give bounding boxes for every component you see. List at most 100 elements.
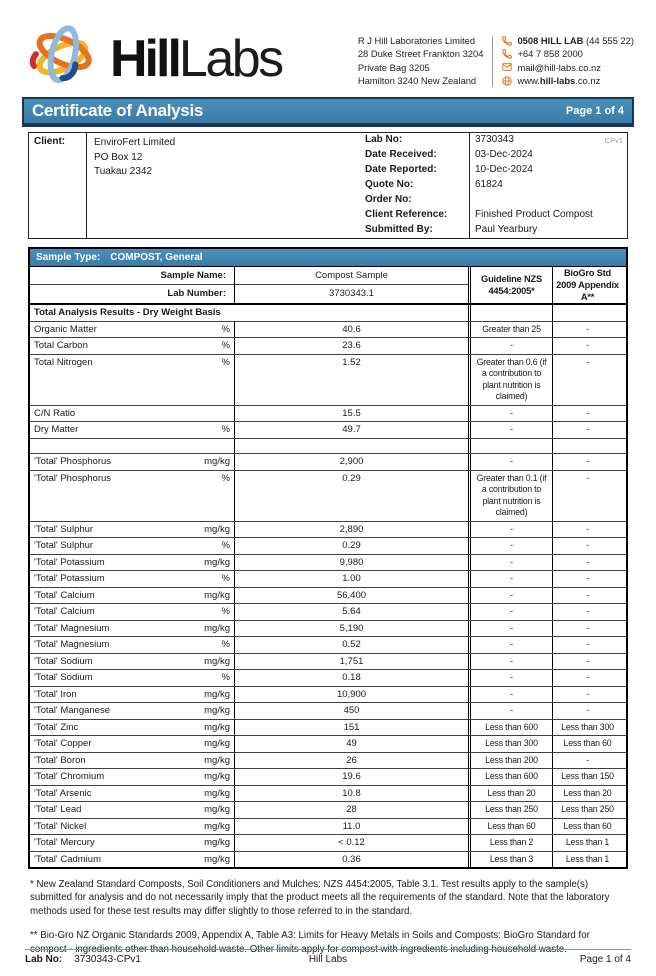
- result-value-cell: 0.18: [342, 672, 361, 683]
- analyte-name: 'Total' Lead: [34, 804, 82, 815]
- field-value: 10-Dec-2024: [469, 163, 627, 178]
- analyte-unit: %: [221, 573, 230, 584]
- result-value-cell: 49.7: [342, 424, 361, 435]
- version-tag: CPv1: [604, 136, 623, 145]
- analyte-unit: %: [221, 639, 230, 650]
- field-value: 03-Dec-2024: [469, 148, 627, 163]
- result-value-cell: 151: [343, 721, 360, 733]
- table-row: 'Total' Phosphorus % 0.29 Greater than 0…: [30, 470, 626, 522]
- contact-text: 0508 HILL LAB (44 555 22): [517, 35, 634, 46]
- client-address-line: PO Box 12: [94, 151, 143, 163]
- analyte-name: 'Total' Iron: [34, 688, 77, 700]
- analyte-name: 'Total' Arsenic: [34, 787, 92, 799]
- biogro-cell: Less than 60: [552, 818, 622, 834]
- guideline-cell: Greater than 0.6 (if a contribution to p…: [468, 354, 552, 405]
- client-label: Client:: [29, 133, 87, 238]
- table-row: [30, 438, 626, 454]
- analyte-unit: mg/kg: [204, 787, 230, 799]
- analyte-name: 'Total' Sodium: [34, 672, 93, 683]
- field-label: Date Received:: [365, 149, 437, 160]
- address-line: 28 Duke Street Frankton 3204: [357, 48, 484, 60]
- guideline-cell: -: [468, 620, 552, 636]
- table-row: 'Total' Lead mg/kg 28 Less than 250 Less…: [30, 802, 626, 819]
- footer-center: Hill Labs: [308, 954, 348, 965]
- analyte-cell: 'Total' Manganese mg/kg: [30, 703, 235, 719]
- analyte-name: Total Carbon: [34, 340, 88, 351]
- analyte-cell: 'Total' Cadmium mg/kg: [30, 851, 235, 867]
- table-row: 'Total' Magnesium % 0.52 - -: [30, 637, 626, 654]
- footnote-nzs: * New Zealand Standard Composts, Soil Co…: [30, 879, 610, 917]
- result-value-cell: 0.52: [342, 639, 361, 650]
- analyte-name: 'Total' Magnesium: [34, 639, 110, 650]
- guideline-cell: Greater than 25: [468, 321, 552, 337]
- table-row: 'Total' Iron mg/kg 10,900 - -: [30, 686, 626, 703]
- table-row: 'Total' Nickel mg/kg 11.0 Less than 60 L…: [30, 818, 626, 835]
- biogro-cell: -: [552, 470, 622, 521]
- analyte-name: 'Total' Magnesium: [34, 622, 110, 634]
- table-row: Total Nitrogen % 1.52 Greater than 0.6 (…: [30, 354, 626, 406]
- analyte-cell: 'Total' Boron mg/kg: [30, 752, 235, 768]
- analyte-unit: %: [221, 340, 230, 351]
- biogro-cell: -: [552, 521, 622, 537]
- sample-type-value: COMPOST, General: [110, 252, 203, 263]
- biogro-cell: -: [552, 752, 622, 768]
- analyte-cell: 'Total' Lead mg/kg: [30, 802, 235, 818]
- analyte-name: 'Total' Zinc: [34, 721, 79, 733]
- guideline-cell: Greater than 0.1 (if a contribution to p…: [468, 470, 552, 521]
- guideline-cell: -: [468, 538, 552, 554]
- analyte-unit: %: [221, 472, 230, 484]
- result-value-cell: 11.0: [342, 820, 361, 832]
- header-divider: [492, 36, 494, 88]
- analyte-cell: Total Carbon %: [30, 338, 235, 354]
- guideline-cell: -: [468, 554, 552, 570]
- result-value-cell: 5,190: [339, 622, 364, 634]
- biogro-column-header: BioGro Std 2009 Appendix A**: [552, 267, 622, 303]
- result-value-cell: [235, 439, 468, 454]
- analyte-unit: mg/kg: [204, 589, 230, 601]
- analyte-unit: %: [221, 606, 230, 617]
- address-line: Private Bag 3205: [357, 61, 430, 73]
- guideline-cell: [468, 438, 552, 453]
- hill-labs-logo: HillLabs: [22, 20, 284, 90]
- analyte-cell: 'Total' Sodium mg/kg: [30, 653, 235, 669]
- result-value-cell: 2,900: [339, 456, 364, 467]
- field-value: 3730343 CPv1: [469, 133, 627, 148]
- analyte-name: 'Total' Copper: [34, 738, 92, 749]
- table-row: 'Total' Chromium mg/kg 19.6 Less than 60…: [30, 769, 626, 786]
- analyte-cell: Organic Matter %: [30, 321, 235, 337]
- table-row: C/N Ratio 15.5 - -: [30, 405, 626, 422]
- analyte-cell: 'Total' Sodium %: [30, 670, 235, 686]
- analyte-cell: 'Total' Calcium %: [30, 604, 235, 620]
- biogro-cell: -: [552, 604, 622, 620]
- analyte-name: 'Total' Potassium: [34, 556, 105, 568]
- results-body: Organic Matter % 40.6 Greater than 25 - …: [30, 321, 626, 867]
- result-value-cell: 1,751: [339, 655, 364, 667]
- report-metadata: Lab No: 3730343 CPv1 Date Received: 03-De…: [365, 133, 627, 238]
- analyte-cell: 'Total' Arsenic mg/kg: [30, 785, 235, 801]
- analyte-name: 'Total' Mercury: [34, 837, 95, 848]
- analyte-cell: [30, 438, 235, 453]
- table-row: 'Total' Sulphur % 0.29 - -: [30, 538, 626, 555]
- analyte-unit: mg/kg: [204, 853, 230, 865]
- brand-hill: Hill: [110, 30, 182, 88]
- globe-icon: [502, 76, 513, 86]
- analyte-unit: mg/kg: [204, 622, 230, 634]
- guideline-cell: -: [468, 653, 552, 669]
- analyte-unit: mg/kg: [204, 771, 230, 782]
- result-value-cell: 26: [346, 754, 357, 766]
- biogro-cell: Less than 250: [552, 802, 622, 818]
- table-row: 'Total' Calcium mg/kg 56,400 - -: [30, 587, 626, 604]
- table-row: 'Total' Arsenic mg/kg 10.8 Less than 20 …: [30, 785, 626, 802]
- analyte-cell: 'Total' Nickel mg/kg: [30, 818, 235, 834]
- guideline-cell: -: [468, 454, 552, 470]
- footnotes: * New Zealand Standard Composts, Soil Co…: [30, 878, 626, 956]
- table-row: Total Carbon % 23.6 - -: [30, 338, 626, 355]
- sample-type-bar: Sample Type: COMPOST, General: [30, 249, 626, 267]
- mail-icon: [502, 62, 513, 72]
- certificate-banner: Certificate of Analysis Page 1 of 4: [22, 97, 634, 127]
- field-label: Quote No:: [365, 179, 414, 190]
- analyte-unit: %: [221, 424, 230, 435]
- lab-number-value-cell: 3730343.1: [329, 288, 374, 299]
- biogro-cell: [552, 438, 622, 453]
